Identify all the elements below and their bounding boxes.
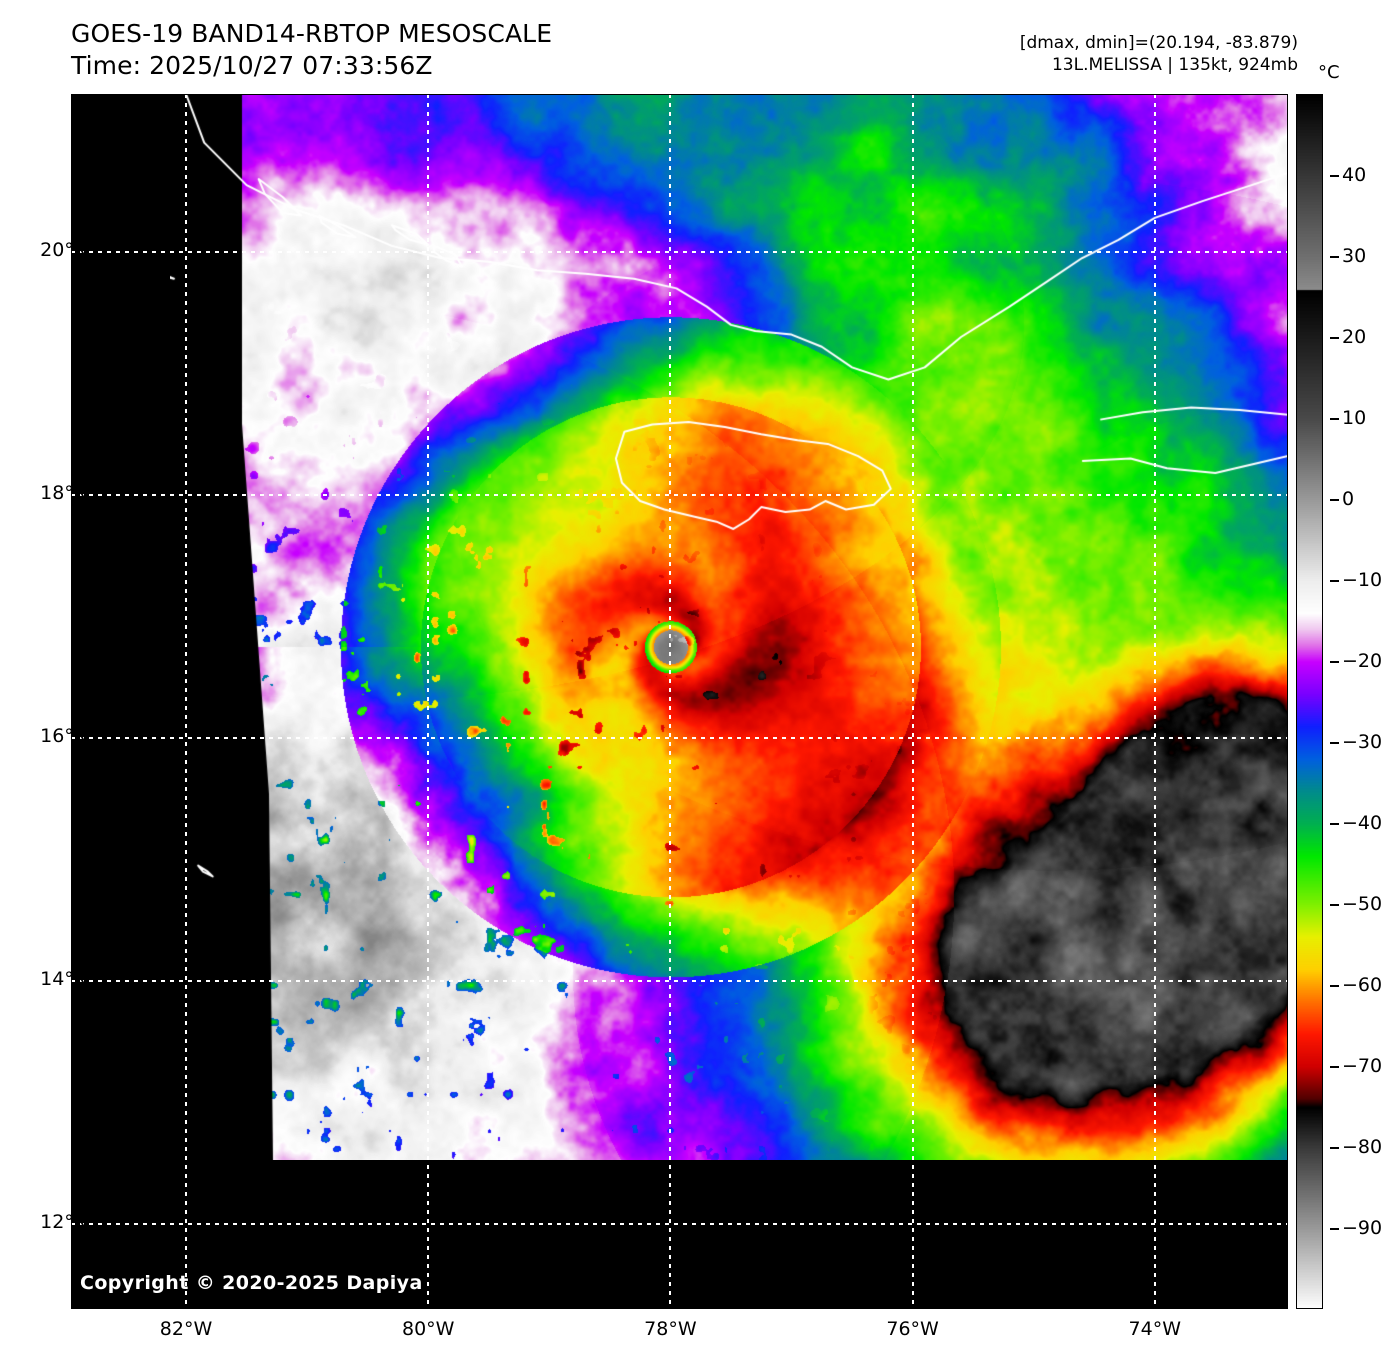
- ytick-20°N: 20°N: [40, 238, 88, 261]
- colorbar-tick-−90: −90: [1330, 1217, 1382, 1239]
- gridline-lat-12°N: [71, 1222, 1288, 1225]
- ytick-12°N: 12°N: [40, 1210, 88, 1233]
- xtick-74°W: 74°W: [1128, 1318, 1182, 1340]
- colorbar-tick-−70: −70: [1330, 1055, 1382, 1077]
- timestamp-label: Time: 2025/10/27 07:33:56Z: [71, 51, 433, 80]
- colorbar-tick-30: 30: [1330, 245, 1366, 267]
- satellite-data-swath: [170, 94, 1288, 1160]
- xtick-82°W: 82°W: [159, 1318, 213, 1340]
- xtick-76°W: 76°W: [886, 1318, 939, 1340]
- storm-info-label: 13L.MELISSA | 135kt, 924mb: [1051, 55, 1298, 76]
- dmax-dmin-label: [dmax, dmin]=(20.194, -83.879): [1019, 33, 1298, 53]
- temperature-colorbar: [1296, 94, 1323, 1309]
- satellite-image-plot: [71, 94, 1288, 1309]
- colorbar-tick-−10: −10: [1330, 569, 1382, 591]
- colorbar-tick-40: 40: [1330, 164, 1366, 186]
- brightness-temperature-raster: [170, 94, 1288, 1160]
- colorbar-tick-−60: −60: [1330, 974, 1382, 996]
- metadata-block: [dmax, dmin]=(20.194, -83.879) 13L.MELIS…: [1020, 32, 1298, 76]
- colorbar-tick-−20: −20: [1330, 650, 1382, 672]
- ytick-14°N: 14°N: [40, 967, 88, 990]
- ytick-16°N: 16°N: [40, 724, 88, 747]
- title-block: GOES-19 BAND14-RBTOP MESOSCALE Time: 202…: [71, 18, 552, 82]
- copyright-label: Copyright © 2020-2025 Dapiya: [80, 1272, 423, 1294]
- colorbar-tick-−40: −40: [1330, 812, 1382, 834]
- xtick-80°W: 80°W: [401, 1318, 455, 1340]
- colorbar-tick-−50: −50: [1330, 893, 1382, 915]
- colorbar-tick-−30: −30: [1330, 731, 1382, 753]
- colorbar-tick-10: 10: [1330, 407, 1366, 429]
- colorbar-unit-label: °C: [1318, 62, 1340, 83]
- xtick-78°W: 78°W: [644, 1318, 697, 1340]
- ytick-18°N: 18°N: [40, 481, 88, 504]
- colorbar-tick-0: 0: [1330, 488, 1354, 510]
- page-title: GOES-19 BAND14-RBTOP MESOSCALE: [71, 19, 553, 48]
- colorbar-gradient: [1297, 95, 1322, 1308]
- colorbar-tick-−80: −80: [1330, 1136, 1382, 1158]
- colorbar-tick-20: 20: [1330, 326, 1366, 348]
